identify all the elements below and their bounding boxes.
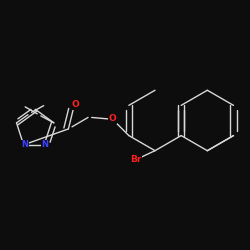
Text: N: N xyxy=(22,140,29,149)
Text: O: O xyxy=(108,114,116,124)
Text: Br: Br xyxy=(130,155,141,164)
Text: O: O xyxy=(71,100,79,109)
Text: N: N xyxy=(42,140,49,149)
